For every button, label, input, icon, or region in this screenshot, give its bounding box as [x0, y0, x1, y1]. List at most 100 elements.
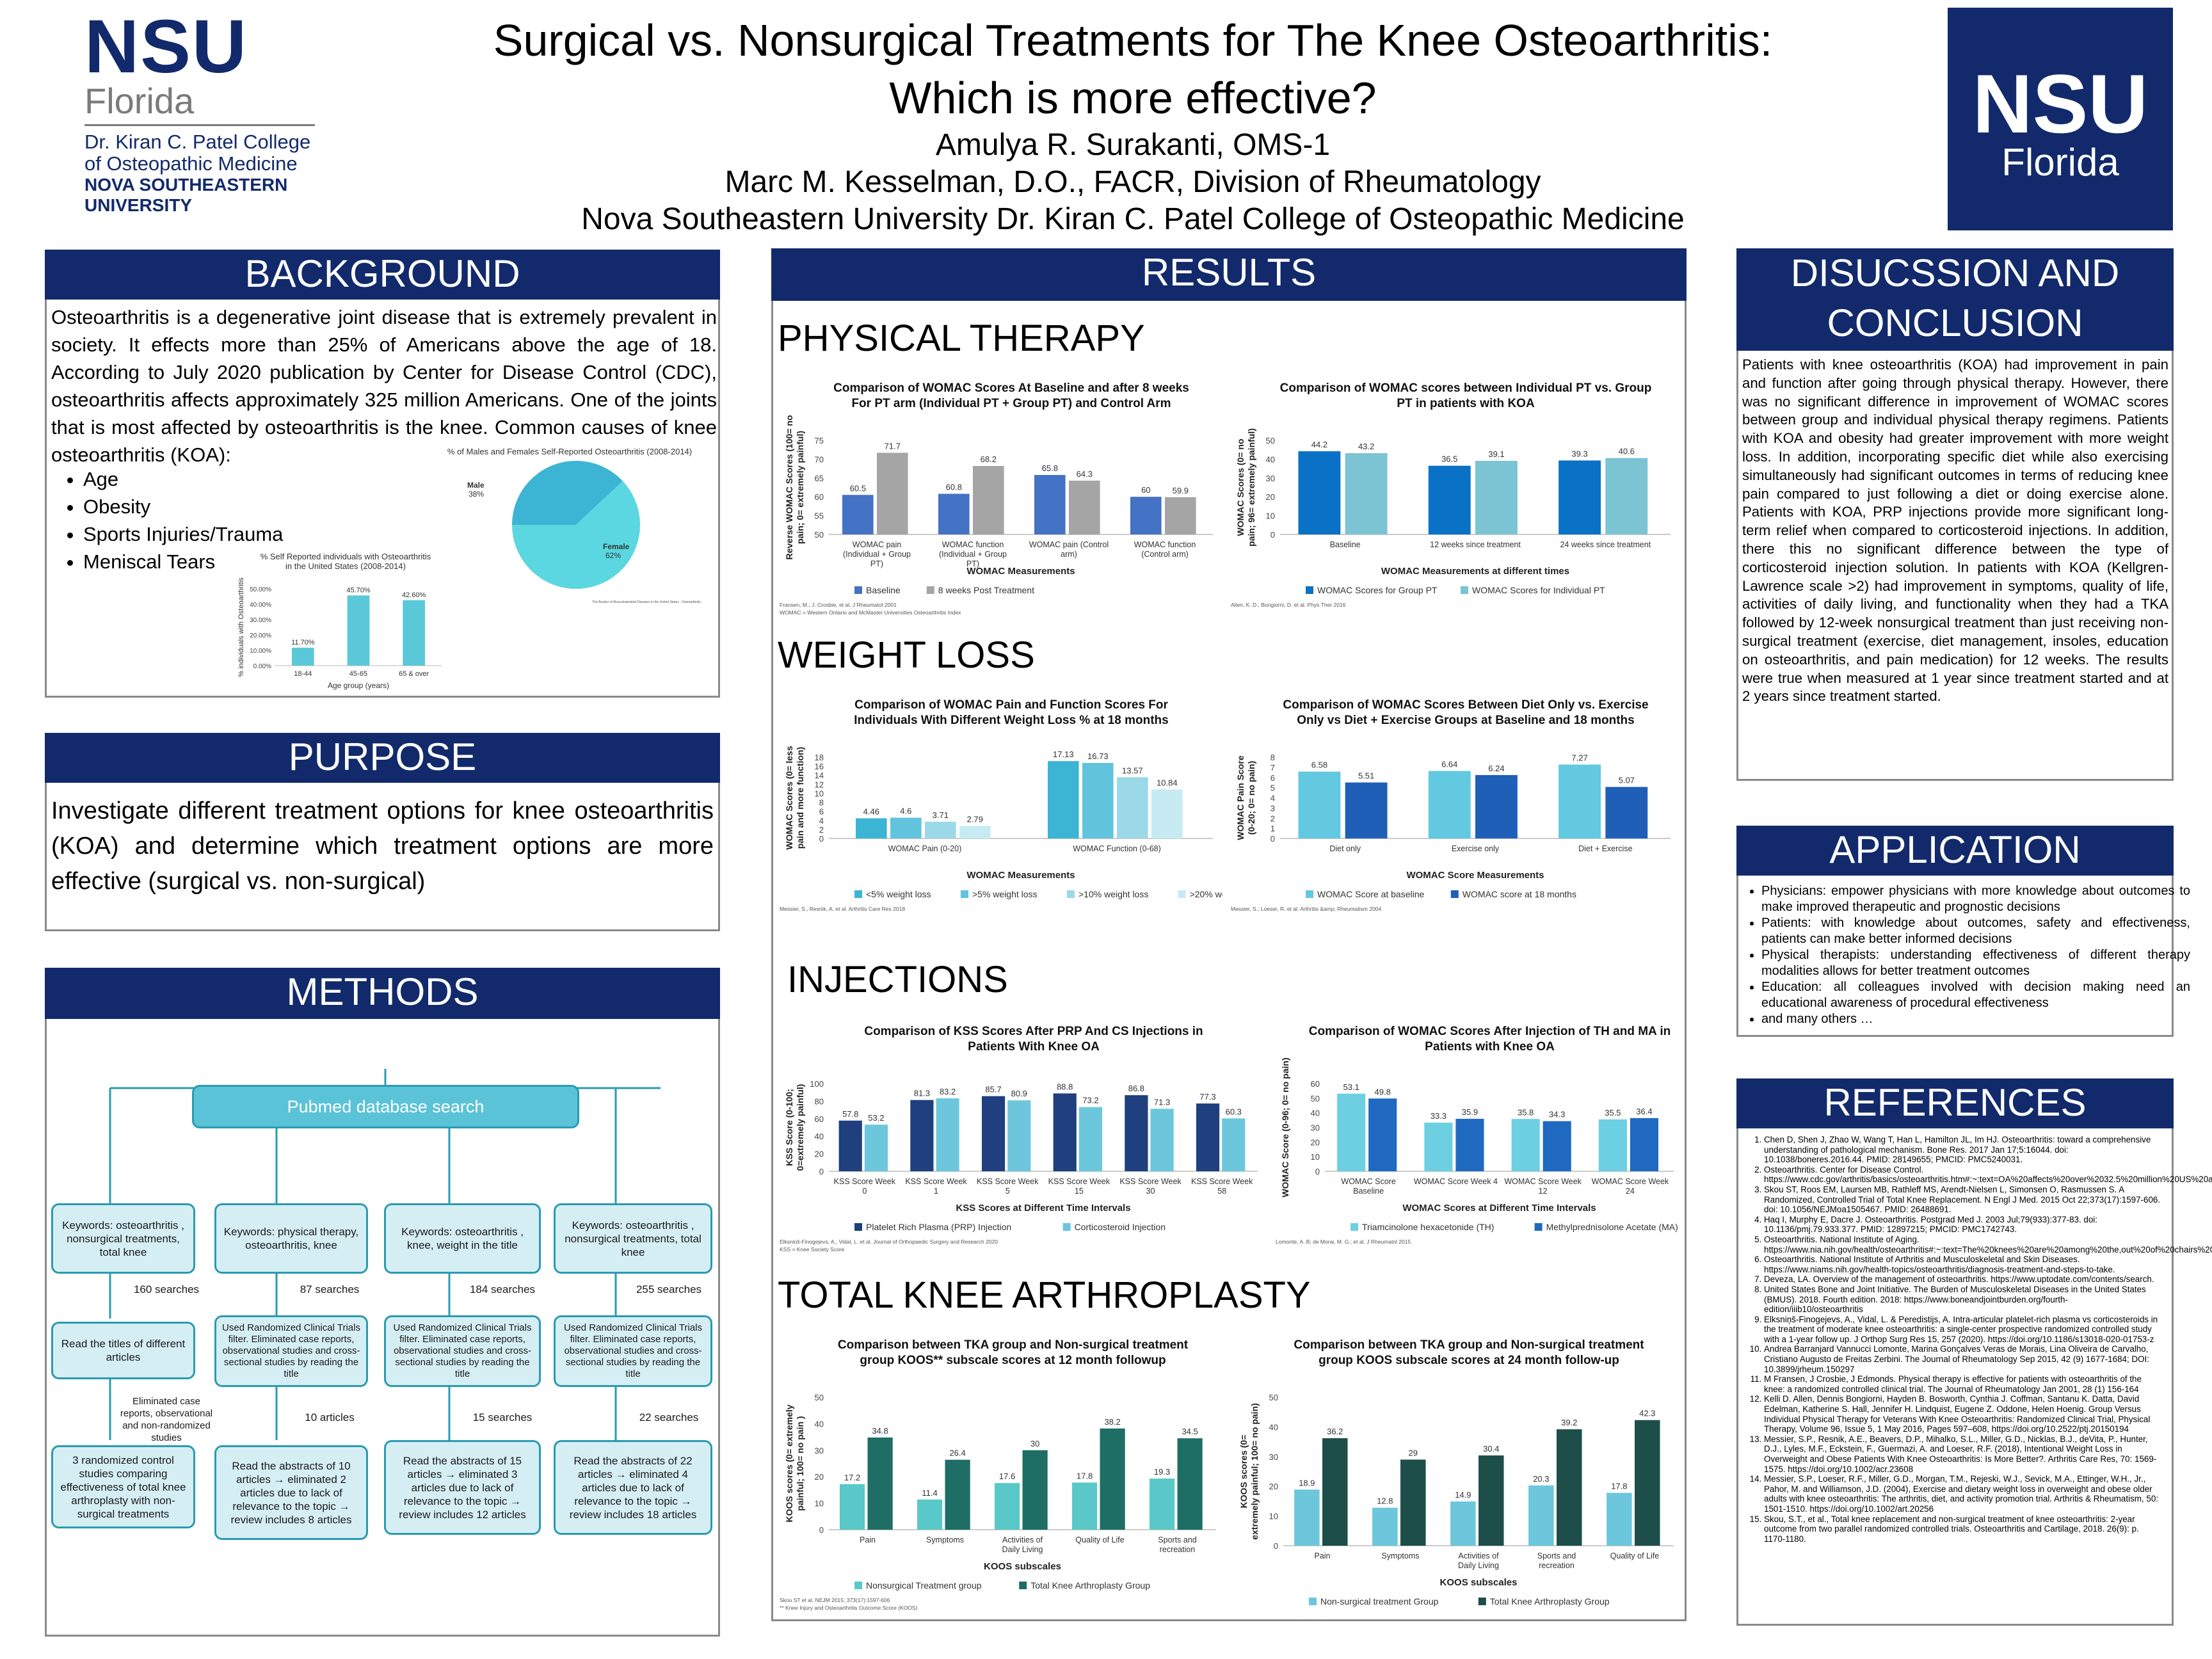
- legend-swatch: [1450, 890, 1459, 898]
- legend-entry: Methylprednisolone Acetate (MA): [1546, 1222, 1678, 1232]
- references-list: Chen D, Shen J, Zhao W, Wang T, Han L, H…: [1742, 1135, 2212, 1544]
- reference-item: Haq I, Murphy E, Dacre J. Osteoarthritis…: [1764, 1215, 2161, 1235]
- x-category: WOMAC pain (Control arm): [1029, 540, 1109, 559]
- chart-source: Messier, S.; Loeser, R. et al. Arthritis…: [1231, 906, 1382, 912]
- x-axis-label: WOMAC Scores at Different Time Intervals: [1402, 1203, 1596, 1214]
- age-category: 45-65: [349, 670, 367, 678]
- bar-value-label: 81.3: [914, 1089, 930, 1098]
- pie-label-male: Male: [467, 481, 485, 490]
- logo-left-line1: Dr. Kiran C. Patel College: [84, 131, 311, 153]
- chart-source: Allen, K. D., Bongiorni, D. et al. Phys …: [1231, 602, 1346, 608]
- y-tick: 100: [810, 1079, 824, 1089]
- y-tick: 65: [815, 474, 824, 483]
- flow-pubmed: Pubmed database search: [192, 1085, 579, 1128]
- legend-swatch: [854, 586, 862, 594]
- bar: [1543, 1121, 1571, 1171]
- bar: [1511, 1119, 1540, 1171]
- bar: [1165, 497, 1196, 534]
- chart-tka1: Comparison between TKA group and Non-sur…: [774, 1334, 1226, 1616]
- bar-value-label: 18.9: [1299, 1478, 1315, 1487]
- y-tick: 30: [1266, 474, 1275, 483]
- legend-entry: <5% weight loss: [866, 889, 931, 899]
- bar: [1400, 1459, 1426, 1546]
- pie-title: % of Males and Females Self-Reported Ost…: [447, 447, 692, 456]
- bar-value-label: 44.2: [1311, 440, 1327, 449]
- bar-value-label: 71.3: [1154, 1097, 1170, 1107]
- bar: [936, 1098, 959, 1171]
- chart-source: Skou ST et al. NEJM 2015; 373(17):1597-6…: [780, 1597, 890, 1603]
- y-tick: 6: [1270, 773, 1275, 783]
- x-category: Activities of Daily Living: [1002, 1535, 1043, 1554]
- bar-value-label: 43.2: [1358, 442, 1374, 451]
- y-tick: 20: [815, 1472, 824, 1482]
- bar-value-label: 35.8: [1518, 1107, 1534, 1117]
- y-tick: 0: [1274, 1541, 1278, 1551]
- legend-entry: Baseline: [866, 585, 901, 595]
- bar-value-label: 4.6: [900, 806, 911, 816]
- y-tick: 20: [1266, 492, 1275, 502]
- x-category: Baseline: [1330, 540, 1361, 549]
- legend-swatch: [1062, 1223, 1071, 1231]
- bar-value-label: 12.8: [1377, 1496, 1393, 1506]
- y-tick: 8: [1270, 753, 1275, 762]
- bar: [973, 465, 1004, 534]
- bar: [1034, 475, 1066, 534]
- bar: [867, 1437, 893, 1530]
- y-tick: 10: [1266, 511, 1275, 521]
- age-chart: % Self Reported individuals with Osteoar…: [224, 550, 461, 698]
- author-2: Marc M. Kesselman, D.O., FACR, Division …: [725, 165, 1541, 199]
- bar-value-label: 59.9: [1173, 486, 1189, 495]
- bar: [1559, 460, 1601, 534]
- legend-entry: WOMAC Score at baseline: [1317, 889, 1424, 899]
- y-tick: 30: [815, 1446, 824, 1455]
- purpose-text: Investigate different treatment options …: [51, 797, 714, 895]
- bar: [1022, 1450, 1048, 1530]
- age-ytick: 10.00%: [250, 648, 271, 655]
- x-category: Exercise only: [1452, 844, 1500, 853]
- bar-value-label: 60.5: [850, 483, 866, 493]
- bar: [945, 1459, 970, 1530]
- x-category: Pain: [1314, 1551, 1330, 1560]
- y-tick: 10: [815, 1499, 824, 1509]
- bar-value-label: 14.9: [1455, 1490, 1471, 1500]
- y-tick: 0: [819, 1525, 824, 1535]
- x-category: Sports and recreation: [1158, 1535, 1197, 1554]
- discussion-heading-line2: CONCLUSION: [1827, 301, 2083, 344]
- bar: [1372, 1507, 1398, 1546]
- legend-entry: 8 weeks Post Treatment: [938, 585, 1034, 595]
- y-tick: 6: [819, 807, 824, 817]
- x-category: Symptoms: [1381, 1551, 1419, 1560]
- bar: [838, 1120, 862, 1171]
- chart-pt1: Comparison of WOMAC Scores At Baseline a…: [774, 378, 1222, 621]
- legend-entry: WOMAC score at 18 months: [1463, 889, 1576, 899]
- flow-keyword-3: Keywords: osteoarthritis , knee, weight …: [384, 1203, 541, 1274]
- bar-value-label: 39.2: [1561, 1418, 1577, 1427]
- legend-swatch: [1309, 1598, 1317, 1605]
- x-axis-label: KSS Scores at Different Time Intervals: [956, 1203, 1130, 1214]
- application-list: Physicians: empower physicians with more…: [1741, 883, 2190, 1027]
- x-category: Symptoms: [926, 1535, 964, 1544]
- chart-title: Comparison of WOMAC Scores At Baseline a…: [833, 381, 1189, 410]
- y-tick: 5: [1270, 783, 1275, 793]
- legend-entry: >10% weight loss: [1078, 889, 1148, 899]
- bar: [890, 817, 922, 838]
- x-category: WOMAC Score Week 4: [1414, 1177, 1498, 1186]
- bar-value-label: 85.7: [985, 1085, 1001, 1094]
- application-item: Physicians: empower physicians with more…: [1761, 883, 2190, 915]
- bar-value-label: 26.4: [949, 1448, 965, 1458]
- logo-right-nsu: NSU: [1972, 57, 2149, 150]
- bar-value-label: 29: [1409, 1448, 1418, 1457]
- y-tick: 16: [815, 762, 824, 771]
- x-axis-label: KOOS subscales: [984, 1561, 1061, 1572]
- reference-item: Messier, S.P., Resnik, A.E., Beavers, D.…: [1764, 1434, 2161, 1474]
- bar-value-label: 65.8: [1042, 463, 1058, 473]
- flow-mid-1: Eliminated case reports, observational a…: [120, 1396, 213, 1443]
- bar-value-label: 16.73: [1087, 751, 1109, 761]
- chart-tka2: Comparison between TKA group and Non-sur…: [1229, 1334, 1683, 1616]
- y-tick: 12: [815, 780, 824, 789]
- discussion-text: Patients with knee osteoarthritis (KOA) …: [1742, 357, 2168, 705]
- legend-swatch: [1534, 1223, 1543, 1231]
- flow-filter-4: Used Randomized Clinical Trials filter. …: [554, 1315, 712, 1387]
- tka-heading: TOTAL KNEE ARTHROPLASTY: [778, 1274, 1311, 1316]
- legend-entry: >20% weight loss: [1190, 889, 1222, 899]
